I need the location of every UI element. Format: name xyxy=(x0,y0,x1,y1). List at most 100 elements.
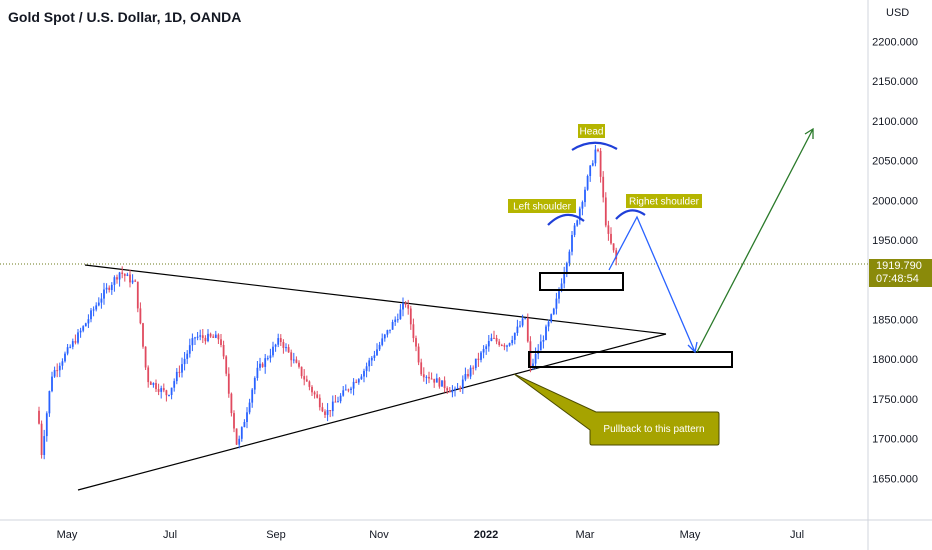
candle-body xyxy=(454,388,456,391)
lower-trendline[interactable] xyxy=(77,333,667,491)
candle-body xyxy=(363,370,365,377)
left-shoulder-arc[interactable] xyxy=(547,213,585,226)
candle-body xyxy=(415,338,417,347)
candle-body xyxy=(428,376,430,379)
candle-body xyxy=(461,379,464,389)
candle-body xyxy=(303,376,306,380)
projection-down-path[interactable] xyxy=(608,215,696,353)
candle-body xyxy=(339,395,342,402)
candle-body xyxy=(487,341,490,347)
time-tick-label: Sep xyxy=(266,529,286,541)
candle-body xyxy=(71,341,74,347)
candle-body xyxy=(558,291,560,299)
pullback-callout[interactable]: Pullback to this pattern xyxy=(513,373,720,446)
candle-body xyxy=(576,220,579,226)
candle-body xyxy=(181,364,183,373)
candle-body xyxy=(420,362,423,375)
candle-body xyxy=(506,345,508,347)
candle-body xyxy=(196,336,199,338)
price-tick-label: 2050.000 xyxy=(872,156,918,168)
candle-body xyxy=(238,438,241,445)
candle-body xyxy=(134,280,137,282)
candle-body xyxy=(277,338,280,345)
candle-body xyxy=(318,397,321,408)
time-tick-label: Jul xyxy=(790,529,804,541)
time-axis[interactable]: May Jul Sep Nov 2022 Mar May Jul xyxy=(57,529,804,541)
candle-body xyxy=(482,349,485,353)
candle-body xyxy=(66,347,69,354)
candle-body xyxy=(524,318,527,320)
neckline-zone-box[interactable] xyxy=(539,272,624,291)
candle-body xyxy=(547,321,550,327)
candle-body xyxy=(116,277,118,280)
candle-body xyxy=(142,323,144,347)
candle-body xyxy=(194,337,196,339)
candle-body xyxy=(214,334,217,338)
candle-body xyxy=(511,340,514,344)
candle-body xyxy=(409,308,412,325)
candle-body xyxy=(108,287,111,290)
candle-body xyxy=(149,382,152,385)
candle-body xyxy=(45,413,48,437)
candle-body xyxy=(472,367,475,369)
head-label[interactable]: Head xyxy=(578,124,605,138)
candle-body xyxy=(40,423,43,455)
candle-body xyxy=(295,359,298,363)
candle-body xyxy=(378,344,381,350)
upper-trendline[interactable] xyxy=(84,264,667,335)
projection-up-path[interactable] xyxy=(696,128,814,353)
candle-body xyxy=(459,388,462,389)
candle-body xyxy=(498,341,501,345)
candle-body xyxy=(51,376,53,392)
candle-body xyxy=(316,394,319,398)
candle-body xyxy=(64,353,66,362)
candle-body xyxy=(300,366,303,377)
pullback-callout-text: Pullback to this pattern xyxy=(603,424,704,435)
support-zone-box[interactable] xyxy=(528,351,733,368)
price-axis[interactable]: 2200.000 2150.000 2100.000 2050.000 2000.000… xyxy=(872,36,918,485)
candle-body xyxy=(542,340,545,342)
candle-body xyxy=(233,413,235,429)
head-arc[interactable] xyxy=(571,141,618,151)
candle-body xyxy=(589,165,592,176)
candle-body xyxy=(467,374,469,377)
candle-body xyxy=(526,318,529,342)
current-price-value: 1919.790 xyxy=(876,260,922,272)
candle-body xyxy=(139,308,142,324)
right-shoulder-label[interactable]: Righet shoulder xyxy=(626,194,702,208)
left-shoulder-label[interactable]: Left shoulder xyxy=(508,199,576,213)
candle-body xyxy=(597,149,599,151)
candle-body xyxy=(103,289,105,299)
candle-body xyxy=(321,407,324,412)
candle-body xyxy=(399,309,402,320)
candle-body xyxy=(105,287,108,290)
candle-body xyxy=(69,346,72,348)
candle-body xyxy=(446,388,449,391)
candle-body xyxy=(305,379,308,382)
candle-body xyxy=(337,401,339,403)
candle-body xyxy=(100,298,103,303)
candle-body xyxy=(90,310,92,320)
candle-body xyxy=(402,303,404,310)
candle-body xyxy=(594,149,597,164)
candle-body xyxy=(480,352,482,360)
candle-body xyxy=(308,381,311,387)
candle-body xyxy=(586,176,589,190)
candle-body xyxy=(456,388,459,389)
candle-body xyxy=(602,176,605,198)
candle-body xyxy=(477,358,480,360)
right-shoulder-arc[interactable] xyxy=(615,209,646,220)
price-tick-label: 2100.000 xyxy=(872,116,918,128)
candle-body xyxy=(147,367,150,383)
left-shoulder-label-text: Left shoulder xyxy=(513,202,571,213)
candle-body xyxy=(550,314,553,322)
candle-body xyxy=(97,302,100,306)
candle-body xyxy=(259,363,261,368)
candle-body xyxy=(74,341,77,343)
candle-body xyxy=(298,362,300,367)
candle-body xyxy=(160,388,163,392)
candle-body xyxy=(396,319,399,321)
candle-body xyxy=(347,389,350,391)
candle-body xyxy=(178,371,181,373)
